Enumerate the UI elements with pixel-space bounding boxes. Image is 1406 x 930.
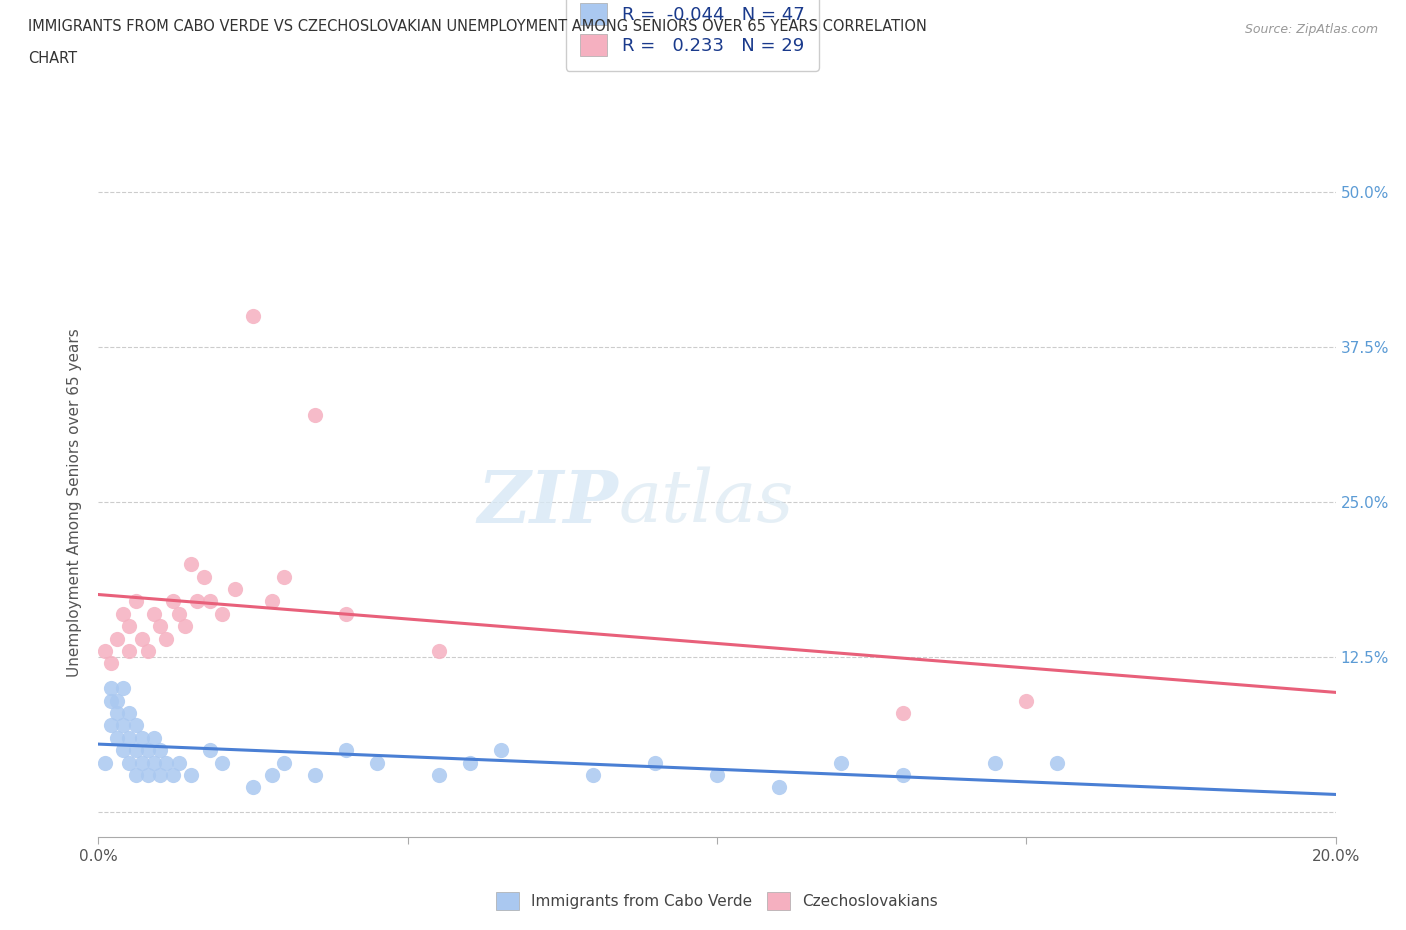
Point bbox=[149, 618, 172, 633]
Point bbox=[155, 631, 177, 646]
Point bbox=[186, 594, 208, 609]
Point bbox=[136, 743, 159, 758]
Point bbox=[174, 618, 197, 633]
Point bbox=[304, 408, 326, 423]
Point bbox=[830, 755, 852, 770]
Point bbox=[131, 730, 153, 745]
Point bbox=[768, 780, 790, 795]
Point bbox=[198, 743, 221, 758]
Point bbox=[112, 606, 135, 621]
Point bbox=[1046, 755, 1069, 770]
Point bbox=[155, 755, 177, 770]
Point bbox=[891, 767, 914, 782]
Point bbox=[582, 767, 605, 782]
Point bbox=[143, 755, 166, 770]
Point bbox=[105, 693, 128, 708]
Point bbox=[112, 718, 135, 733]
Point bbox=[335, 606, 357, 621]
Point bbox=[118, 706, 141, 721]
Point bbox=[131, 631, 153, 646]
Point bbox=[93, 755, 115, 770]
Point bbox=[100, 693, 122, 708]
Point bbox=[131, 755, 153, 770]
Point bbox=[198, 594, 221, 609]
Point bbox=[118, 644, 141, 658]
Point bbox=[260, 594, 283, 609]
Point bbox=[335, 743, 357, 758]
Point bbox=[100, 656, 122, 671]
Point bbox=[273, 569, 295, 584]
Point bbox=[112, 743, 135, 758]
Text: atlas: atlas bbox=[619, 467, 793, 538]
Text: ZIP: ZIP bbox=[477, 467, 619, 538]
Point bbox=[136, 644, 159, 658]
Point bbox=[124, 743, 146, 758]
Point bbox=[149, 767, 172, 782]
Point bbox=[124, 594, 146, 609]
Point bbox=[167, 755, 190, 770]
Point bbox=[366, 755, 388, 770]
Point bbox=[124, 718, 146, 733]
Text: Source: ZipAtlas.com: Source: ZipAtlas.com bbox=[1244, 23, 1378, 36]
Point bbox=[273, 755, 295, 770]
Point bbox=[489, 743, 512, 758]
Point bbox=[105, 706, 128, 721]
Point bbox=[118, 618, 141, 633]
Point bbox=[118, 730, 141, 745]
Point bbox=[304, 767, 326, 782]
Point bbox=[242, 309, 264, 324]
Point bbox=[112, 681, 135, 696]
Point bbox=[180, 557, 202, 572]
Point bbox=[180, 767, 202, 782]
Point bbox=[224, 581, 246, 596]
Point bbox=[100, 681, 122, 696]
Point bbox=[260, 767, 283, 782]
Point bbox=[427, 644, 450, 658]
Point bbox=[124, 767, 146, 782]
Point bbox=[984, 755, 1007, 770]
Point bbox=[136, 767, 159, 782]
Point bbox=[167, 606, 190, 621]
Point bbox=[211, 606, 233, 621]
Point bbox=[105, 730, 128, 745]
Point bbox=[458, 755, 481, 770]
Point bbox=[242, 780, 264, 795]
Legend: Immigrants from Cabo Verde, Czechoslovakians: Immigrants from Cabo Verde, Czechoslovak… bbox=[489, 885, 945, 916]
Point bbox=[100, 718, 122, 733]
Point bbox=[93, 644, 115, 658]
Point bbox=[162, 594, 184, 609]
Y-axis label: Unemployment Among Seniors over 65 years: Unemployment Among Seniors over 65 years bbox=[67, 328, 83, 677]
Point bbox=[143, 730, 166, 745]
Point bbox=[211, 755, 233, 770]
Point bbox=[162, 767, 184, 782]
Point bbox=[149, 743, 172, 758]
Point bbox=[891, 706, 914, 721]
Point bbox=[706, 767, 728, 782]
Point bbox=[118, 755, 141, 770]
Text: IMMIGRANTS FROM CABO VERDE VS CZECHOSLOVAKIAN UNEMPLOYMENT AMONG SENIORS OVER 65: IMMIGRANTS FROM CABO VERDE VS CZECHOSLOV… bbox=[28, 19, 927, 33]
Point bbox=[143, 606, 166, 621]
Point bbox=[1015, 693, 1038, 708]
Point bbox=[644, 755, 666, 770]
Point bbox=[427, 767, 450, 782]
Text: CHART: CHART bbox=[28, 51, 77, 66]
Point bbox=[105, 631, 128, 646]
Point bbox=[193, 569, 215, 584]
